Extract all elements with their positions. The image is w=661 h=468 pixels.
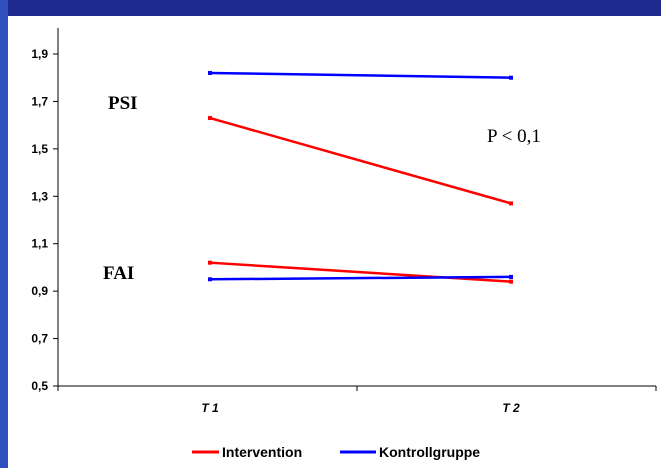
slide-side-strip [0,0,8,468]
data-point-psi-intervention [208,116,212,121]
data-point-fai-intervention [208,260,212,265]
y-tick-label: 1,3 [31,189,48,203]
annotation-fai: FAI [103,263,134,284]
data-point-fai-kontrollgruppe [509,274,513,279]
data-point-psi-kontrollgruppe [208,70,212,75]
data-point-psi-kontrollgruppe [509,75,513,80]
series-line-fai-kontrollgruppe [209,275,512,281]
y-tick-label: 0,7 [31,332,48,346]
y-tick-label: 1,5 [31,142,48,156]
x-tick-label: T 2 [502,401,520,415]
y-tick-label: 0,9 [31,284,48,298]
data-point-fai-kontrollgruppe [208,277,212,282]
y-tick-label: 1,7 [31,94,48,108]
x-tick-label: T 1 [201,401,219,415]
chart-panel [8,16,661,468]
data-point-psi-intervention [509,201,513,206]
series-line-psi-intervention [209,116,512,205]
y-tick-label: 1,9 [31,47,48,61]
data-point-fai-intervention [509,279,513,284]
annotation-psi: PSI [108,93,138,114]
chart-axes: 0,5 0,7 0,9 1,1 1,3 1,5 1,7 1,9 T 1 T 2 [31,28,657,415]
chart-series-layer [208,70,513,284]
chart-legend: Intervention Kontrollgruppe [192,444,480,460]
series-line-psi-kontrollgruppe [209,71,512,79]
y-tick-label: 0,5 [31,379,48,393]
annotation-pvalue: P < 0,1 [487,126,541,147]
legend-label-kontrollgruppe: Kontrollgruppe [379,444,480,460]
y-tick-label: 1,1 [31,237,48,251]
legend-label-intervention: Intervention [222,444,302,460]
